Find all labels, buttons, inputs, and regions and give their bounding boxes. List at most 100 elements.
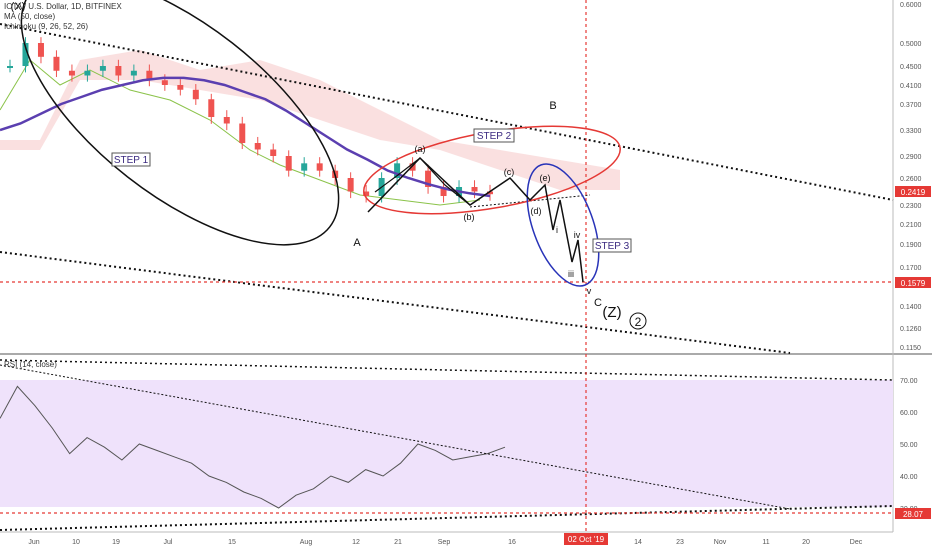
candle-body — [208, 99, 215, 117]
time-tick: Dec — [850, 539, 863, 546]
rsi-legend-wrap: RSI (14, close) — [4, 360, 57, 370]
step1-ellipse — [20, 0, 340, 246]
candle-body — [161, 80, 168, 85]
time-axis: Jun 10 19 Jul 15 Aug 12 21 Sep 16 14 23 Nov 11 20 Dec — [28, 539, 862, 546]
time-tick: Jun — [28, 539, 39, 546]
wave-label-b: (b) — [464, 212, 475, 222]
wave-two-circle — [629, 312, 647, 330]
step1-label: STEP 1 — [114, 155, 149, 166]
wave-label-d: (d) — [531, 206, 542, 216]
candle-body — [115, 66, 122, 76]
rsi-level-tag — [895, 508, 931, 519]
time-tick: 10 — [72, 539, 80, 546]
upper-trendline — [0, 23, 894, 201]
price-tick: 0.2100 — [900, 222, 922, 229]
candle-body — [22, 43, 29, 66]
candle-body — [316, 163, 323, 171]
wave-label-Z: (Z) — [602, 304, 621, 321]
step2-box — [473, 128, 515, 143]
candle-body — [440, 187, 447, 196]
candle-body — [471, 187, 478, 192]
candles — [7, 37, 493, 203]
candle-body — [347, 178, 354, 192]
rsi-line — [0, 385, 506, 509]
price-tick: 0.4100 — [900, 83, 922, 90]
candle-body — [487, 191, 493, 195]
ma-legend[interactable]: MA (50, close) — [4, 12, 56, 21]
support-price-tag — [895, 277, 931, 288]
rsi-legend[interactable]: RSI (14, close) — [4, 360, 57, 369]
candle-body — [37, 43, 44, 57]
wave-label-e: (e) — [540, 173, 551, 183]
wave-label-X: (X) — [11, 1, 26, 13]
time-tick: Aug — [300, 539, 313, 546]
candle-body — [239, 123, 246, 143]
price-tick: 0.2600 — [900, 176, 922, 183]
step3-ellipse — [526, 163, 600, 287]
price-tick: 0.1900 — [900, 242, 922, 249]
price-tick: 0.1260 — [900, 326, 922, 333]
wave-label-B: B — [549, 100, 556, 112]
chart-legend: IOTA / U.S. Dollar, 1D, BITFINEX MA (50,… — [4, 2, 122, 32]
time-tick: 19 — [112, 539, 120, 546]
candle-body — [363, 191, 370, 196]
ichimoku-cloud — [0, 50, 620, 206]
price-tick: 0.1700 — [900, 265, 922, 272]
time-tick: 21 — [394, 539, 402, 546]
time-tick: 16 — [508, 539, 516, 546]
wave-triangle-path — [374, 157, 471, 206]
step2-label: STEP 2 — [477, 131, 512, 142]
price-tick: 0.6000 — [900, 2, 922, 9]
candle-body — [270, 149, 277, 156]
candle-body — [99, 66, 106, 71]
ichimoku-legend[interactable]: Ichimoku (9, 26, 52, 26) — [4, 22, 89, 31]
time-tick: 20 — [802, 539, 810, 546]
symbol-title[interactable]: IOTA / U.S. Dollar, 1D, BITFINEX — [4, 2, 122, 11]
candle-body — [254, 143, 261, 150]
wave-label-a: (a) — [415, 144, 426, 154]
date-marker-text: 02 Oct '19 — [568, 535, 605, 544]
wave-abc-path — [367, 156, 584, 283]
wave-label-i: i — [556, 225, 558, 235]
lower-trendline — [0, 251, 791, 354]
candle-body — [301, 163, 308, 171]
price-tick: 0.2900 — [900, 154, 922, 161]
candle-body — [7, 66, 13, 68]
price-tick: 0.3700 — [900, 102, 922, 109]
rsi-tick: 50.00 — [900, 442, 918, 449]
price-tick: 0.2300 — [900, 203, 922, 210]
candle-body — [192, 89, 199, 100]
time-tick: 12 — [352, 539, 360, 546]
price-tick: 0.4500 — [900, 64, 922, 71]
rsi-bottom-trendline — [0, 505, 894, 531]
rsi-band — [0, 380, 893, 507]
time-tick: Jul — [164, 539, 173, 546]
candle-body — [177, 85, 184, 90]
candle-body — [68, 70, 75, 76]
step1-box — [111, 152, 151, 167]
step3-label: STEP 3 — [595, 241, 630, 252]
wave-label-iv: iv — [574, 230, 581, 240]
price-tick: 0.1150 — [900, 345, 921, 352]
rsi-tick: 70.00 — [900, 378, 918, 385]
candle-body — [223, 117, 230, 124]
rsi-top-trendline — [0, 359, 894, 381]
last-price-tag — [895, 186, 931, 197]
step3-box — [592, 238, 632, 253]
rsi-tick: 60.00 — [900, 410, 918, 417]
wave-label-v: v — [587, 286, 592, 296]
time-tick: 15 — [228, 539, 236, 546]
rsi-level-text: 28.07 — [903, 510, 924, 519]
candle-body — [53, 56, 60, 71]
candle-body — [285, 156, 292, 171]
wave-label-A: A — [353, 237, 361, 249]
candle-body — [425, 170, 432, 187]
wave-label-iii: iii — [568, 269, 574, 279]
ichimoku-kumo — [0, 50, 620, 190]
time-tick: Nov — [714, 539, 727, 546]
candle-body — [146, 70, 153, 81]
rsi-diag-trendline — [0, 364, 791, 510]
ma50-line — [0, 76, 491, 198]
